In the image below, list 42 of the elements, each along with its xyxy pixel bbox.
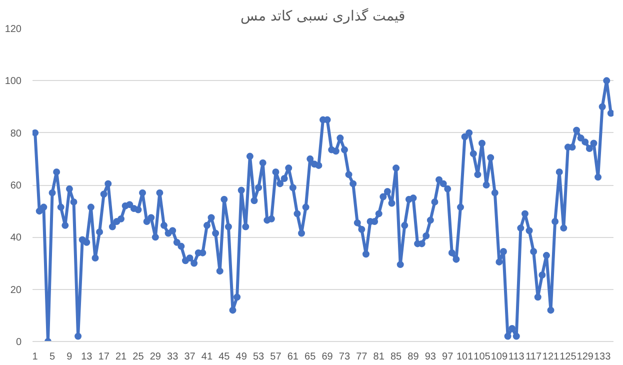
y-tick-label: 120 bbox=[4, 24, 22, 35]
x-tick-label: 73 bbox=[338, 352, 350, 362]
x-tick-label: 49 bbox=[236, 352, 248, 362]
x-tick-label: 89 bbox=[408, 352, 420, 362]
x-tick-label: 25 bbox=[132, 352, 144, 362]
y-tick-label: 100 bbox=[4, 76, 22, 88]
x-tick-label: 85 bbox=[390, 352, 402, 362]
y-tick-label: 0 bbox=[16, 337, 22, 348]
x-tick-label: 105 bbox=[474, 352, 491, 362]
x-tick-label: 113 bbox=[508, 352, 525, 362]
x-tick-label: 13 bbox=[81, 352, 93, 362]
x-tick-label: 29 bbox=[150, 352, 162, 362]
x-tick-label: 125 bbox=[560, 352, 577, 362]
y-tick-label: 60 bbox=[10, 180, 22, 192]
x-tick-label: 117 bbox=[526, 352, 542, 362]
y-tick-label: 40 bbox=[10, 232, 22, 244]
x-tick-label: 101 bbox=[456, 352, 474, 362]
x-tick-label: 81 bbox=[373, 352, 385, 362]
x-tick-label: 93 bbox=[424, 352, 436, 362]
x-tick-label: 121 bbox=[542, 352, 560, 362]
x-tick-label: 45 bbox=[218, 352, 230, 362]
x-tick-label: 97 bbox=[442, 352, 454, 362]
x-tick-label: 109 bbox=[490, 352, 508, 362]
x-tick-label: 69 bbox=[322, 352, 334, 362]
x-tick-label: 61 bbox=[287, 352, 299, 362]
x-tick-label: 77 bbox=[356, 352, 368, 362]
x-tick-label: 9 bbox=[66, 352, 73, 362]
y-tick-label: 20 bbox=[10, 284, 22, 296]
x-tick-label: 33 bbox=[167, 352, 179, 362]
x-tick-label: 17 bbox=[98, 352, 110, 362]
chart-title: قیمت گذاری نسبی کاتد مس bbox=[240, 8, 406, 24]
x-tick-label: 1 bbox=[32, 352, 38, 362]
x-tick-label: 57 bbox=[270, 352, 282, 362]
x-tick-label: 65 bbox=[304, 352, 316, 362]
x-tick-label: 21 bbox=[115, 352, 128, 362]
y-tick-label: 80 bbox=[10, 128, 22, 140]
x-tick-label: 37 bbox=[184, 352, 196, 362]
x-tick-label: 41 bbox=[201, 352, 213, 362]
x-tick-label: 53 bbox=[252, 352, 265, 362]
x-tick-label: 5 bbox=[49, 352, 56, 362]
x-tick-label: 129 bbox=[576, 352, 594, 362]
x-tick-label: 133 bbox=[594, 352, 612, 362]
